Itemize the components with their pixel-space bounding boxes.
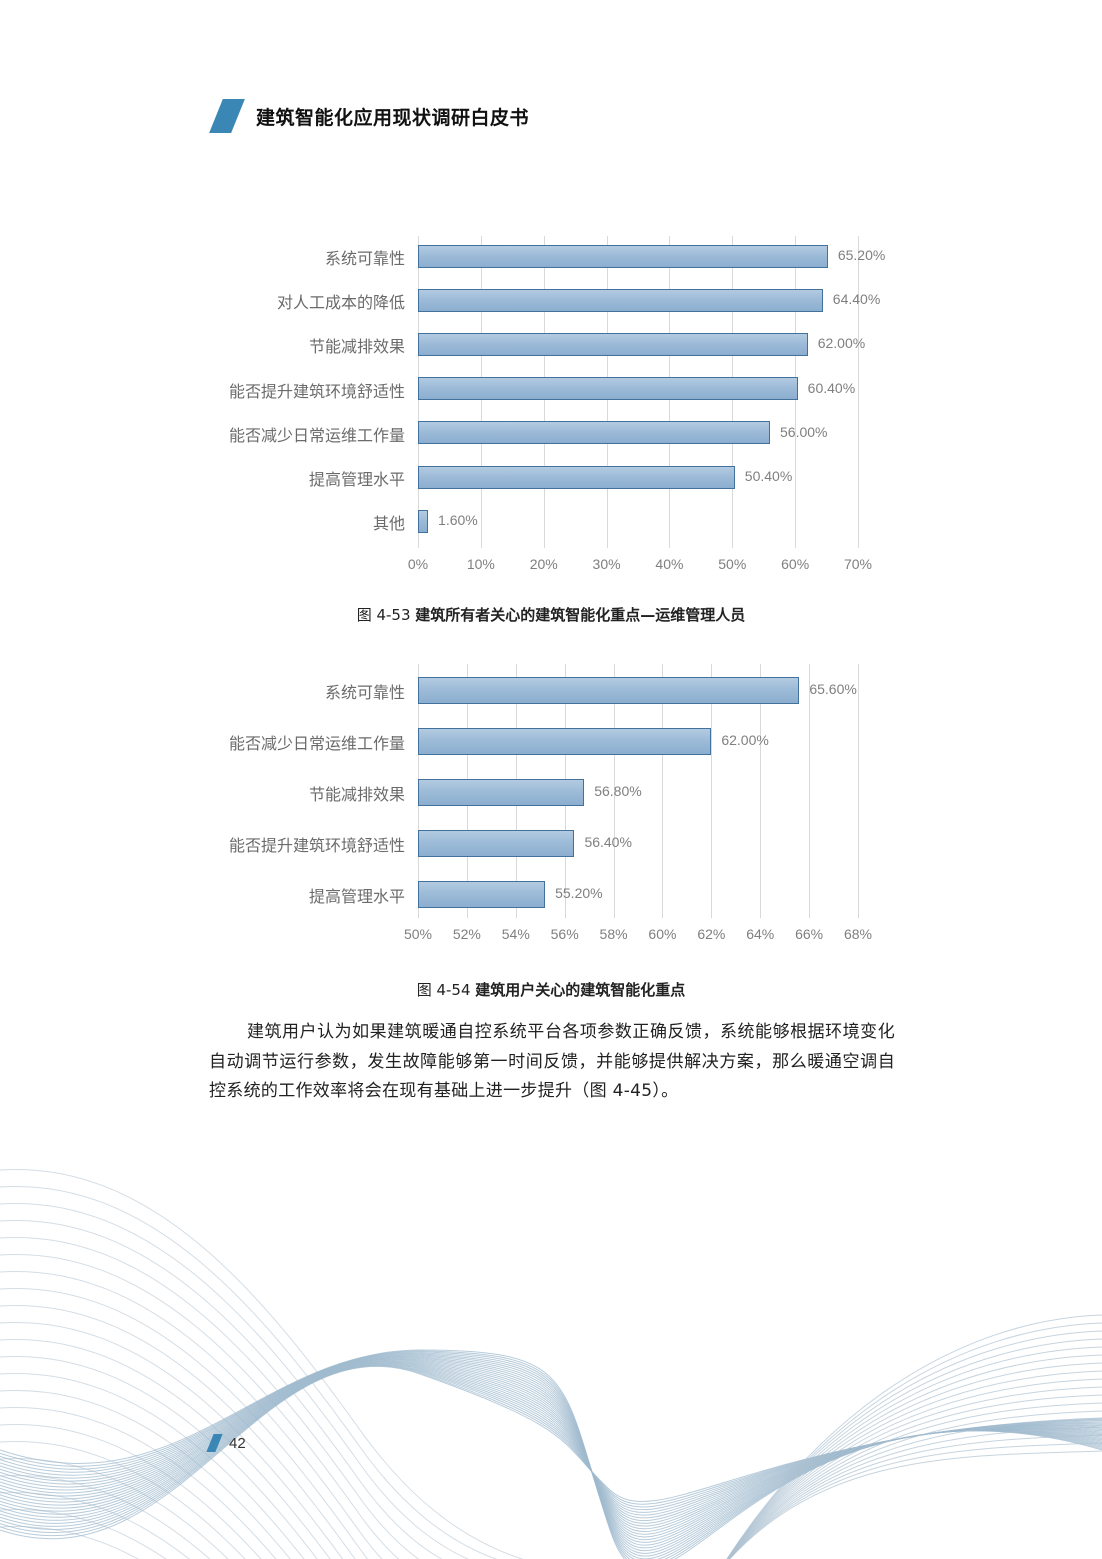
bar-value-label: 56.80% xyxy=(594,783,642,799)
bar-value-label: 55.20% xyxy=(555,885,603,901)
category-label: 节能减排效果 xyxy=(308,785,405,804)
category-label: 系统可靠性 xyxy=(324,683,405,702)
bar-value-label: 50.40% xyxy=(744,468,793,484)
bar-value-label: 56.00% xyxy=(780,423,828,440)
bar xyxy=(418,880,546,908)
bar xyxy=(418,332,808,356)
bar xyxy=(418,377,798,401)
bar xyxy=(418,509,429,533)
category-label: 系统可靠性 xyxy=(324,249,405,268)
caption-number: 图 4-53 xyxy=(356,606,411,624)
category-label: 对人工成本的降低 xyxy=(276,293,405,313)
bar xyxy=(418,727,712,755)
bar-value-label: 62.00% xyxy=(817,335,866,352)
bar xyxy=(418,244,828,268)
x-tick-label: 60% xyxy=(781,556,810,572)
x-tick-label: 60% xyxy=(648,926,677,942)
x-tick-label: 50% xyxy=(403,926,433,942)
gridline xyxy=(760,664,762,918)
category-label: 节能减排效果 xyxy=(308,337,405,357)
x-tick-label: 58% xyxy=(599,926,628,942)
figure-caption-4-53: 图 4-53 建筑所有者关心的建筑智能化重点—运维管理人员 xyxy=(0,604,1102,625)
bar xyxy=(418,288,823,312)
x-tick-label: 56% xyxy=(550,926,579,942)
x-tick-label: 50% xyxy=(718,556,747,572)
bar xyxy=(418,829,575,857)
gridline xyxy=(858,236,859,548)
gridline xyxy=(858,664,859,918)
x-tick-label: 20% xyxy=(529,556,558,572)
header-accent-mark-icon xyxy=(209,99,245,133)
decorative-wave-background xyxy=(0,1168,1102,1559)
gridline xyxy=(809,664,811,918)
x-tick-label: 68% xyxy=(843,926,873,942)
category-label: 其他 xyxy=(372,514,405,534)
x-tick-label: 30% xyxy=(592,556,621,572)
bar-value-label: 60.40% xyxy=(807,379,856,396)
category-label: 提高管理水平 xyxy=(308,887,405,906)
bar-value-label: 64.40% xyxy=(832,291,881,308)
bar-value-label: 56.40% xyxy=(584,834,632,850)
gridline xyxy=(711,664,713,918)
bar-value-label: 65.20% xyxy=(837,247,886,263)
category-label: 能否减少日常运维工作量 xyxy=(228,425,405,445)
gridline xyxy=(613,664,615,918)
page-number: 42 xyxy=(229,1434,246,1452)
x-tick-label: 64% xyxy=(746,926,775,942)
category-label: 能否提升建筑环境舒适性 xyxy=(228,381,405,401)
caption-number: 图 4-54 xyxy=(416,981,471,999)
x-tick-label: 62% xyxy=(697,926,726,942)
caption-text: 建筑用户关心的建筑智能化重点 xyxy=(475,981,686,999)
caption-text: 建筑所有者关心的建筑智能化重点—运维管理人员 xyxy=(415,606,746,624)
bar-value-label: 62.00% xyxy=(721,732,769,748)
bar xyxy=(418,778,585,806)
bar-value-label: 65.60% xyxy=(809,681,857,697)
gridline xyxy=(662,664,664,918)
x-tick-label: 52% xyxy=(452,926,481,942)
chart-figure-4-54: 50% 52% 54% 56% 58% 60% 62% 64% 66% 68% 系统可靠性 65.60… xyxy=(0,664,1102,954)
body-paragraph: 建筑用户认为如果建筑暖通自控系统平台各项参数正确反馈，系统能够根据环境变化自动调… xyxy=(209,1022,895,1101)
document-title: 建筑智能化应用现状调研白皮书 xyxy=(256,106,530,129)
x-tick-label: 70% xyxy=(843,556,873,572)
x-tick-label: 66% xyxy=(795,926,824,942)
document-header: 建筑智能化应用现状调研白皮书 xyxy=(208,98,529,134)
category-label: 能否提升建筑环境舒适性 xyxy=(228,836,405,855)
bar xyxy=(418,421,770,445)
category-label: 能否减少日常运维工作量 xyxy=(228,734,405,753)
page-footer: 42 xyxy=(206,1434,246,1452)
bar xyxy=(418,676,800,704)
x-tick-label: 10% xyxy=(466,556,495,572)
figure-caption-4-54: 图 4-54 建筑用户关心的建筑智能化重点 xyxy=(0,979,1102,1000)
chart-figure-4-53: 0% 10% 20% 30% 40% 50% 60% 70% 系统可靠性 65.20% 对人工成本的… xyxy=(0,236,1102,576)
x-tick-label: 0% xyxy=(407,556,429,572)
x-tick-label: 40% xyxy=(655,556,684,572)
category-label: 提高管理水平 xyxy=(308,470,405,489)
bar-value-label: 1.60% xyxy=(438,512,478,529)
x-tick-label: 54% xyxy=(501,926,530,942)
bar xyxy=(418,465,735,489)
